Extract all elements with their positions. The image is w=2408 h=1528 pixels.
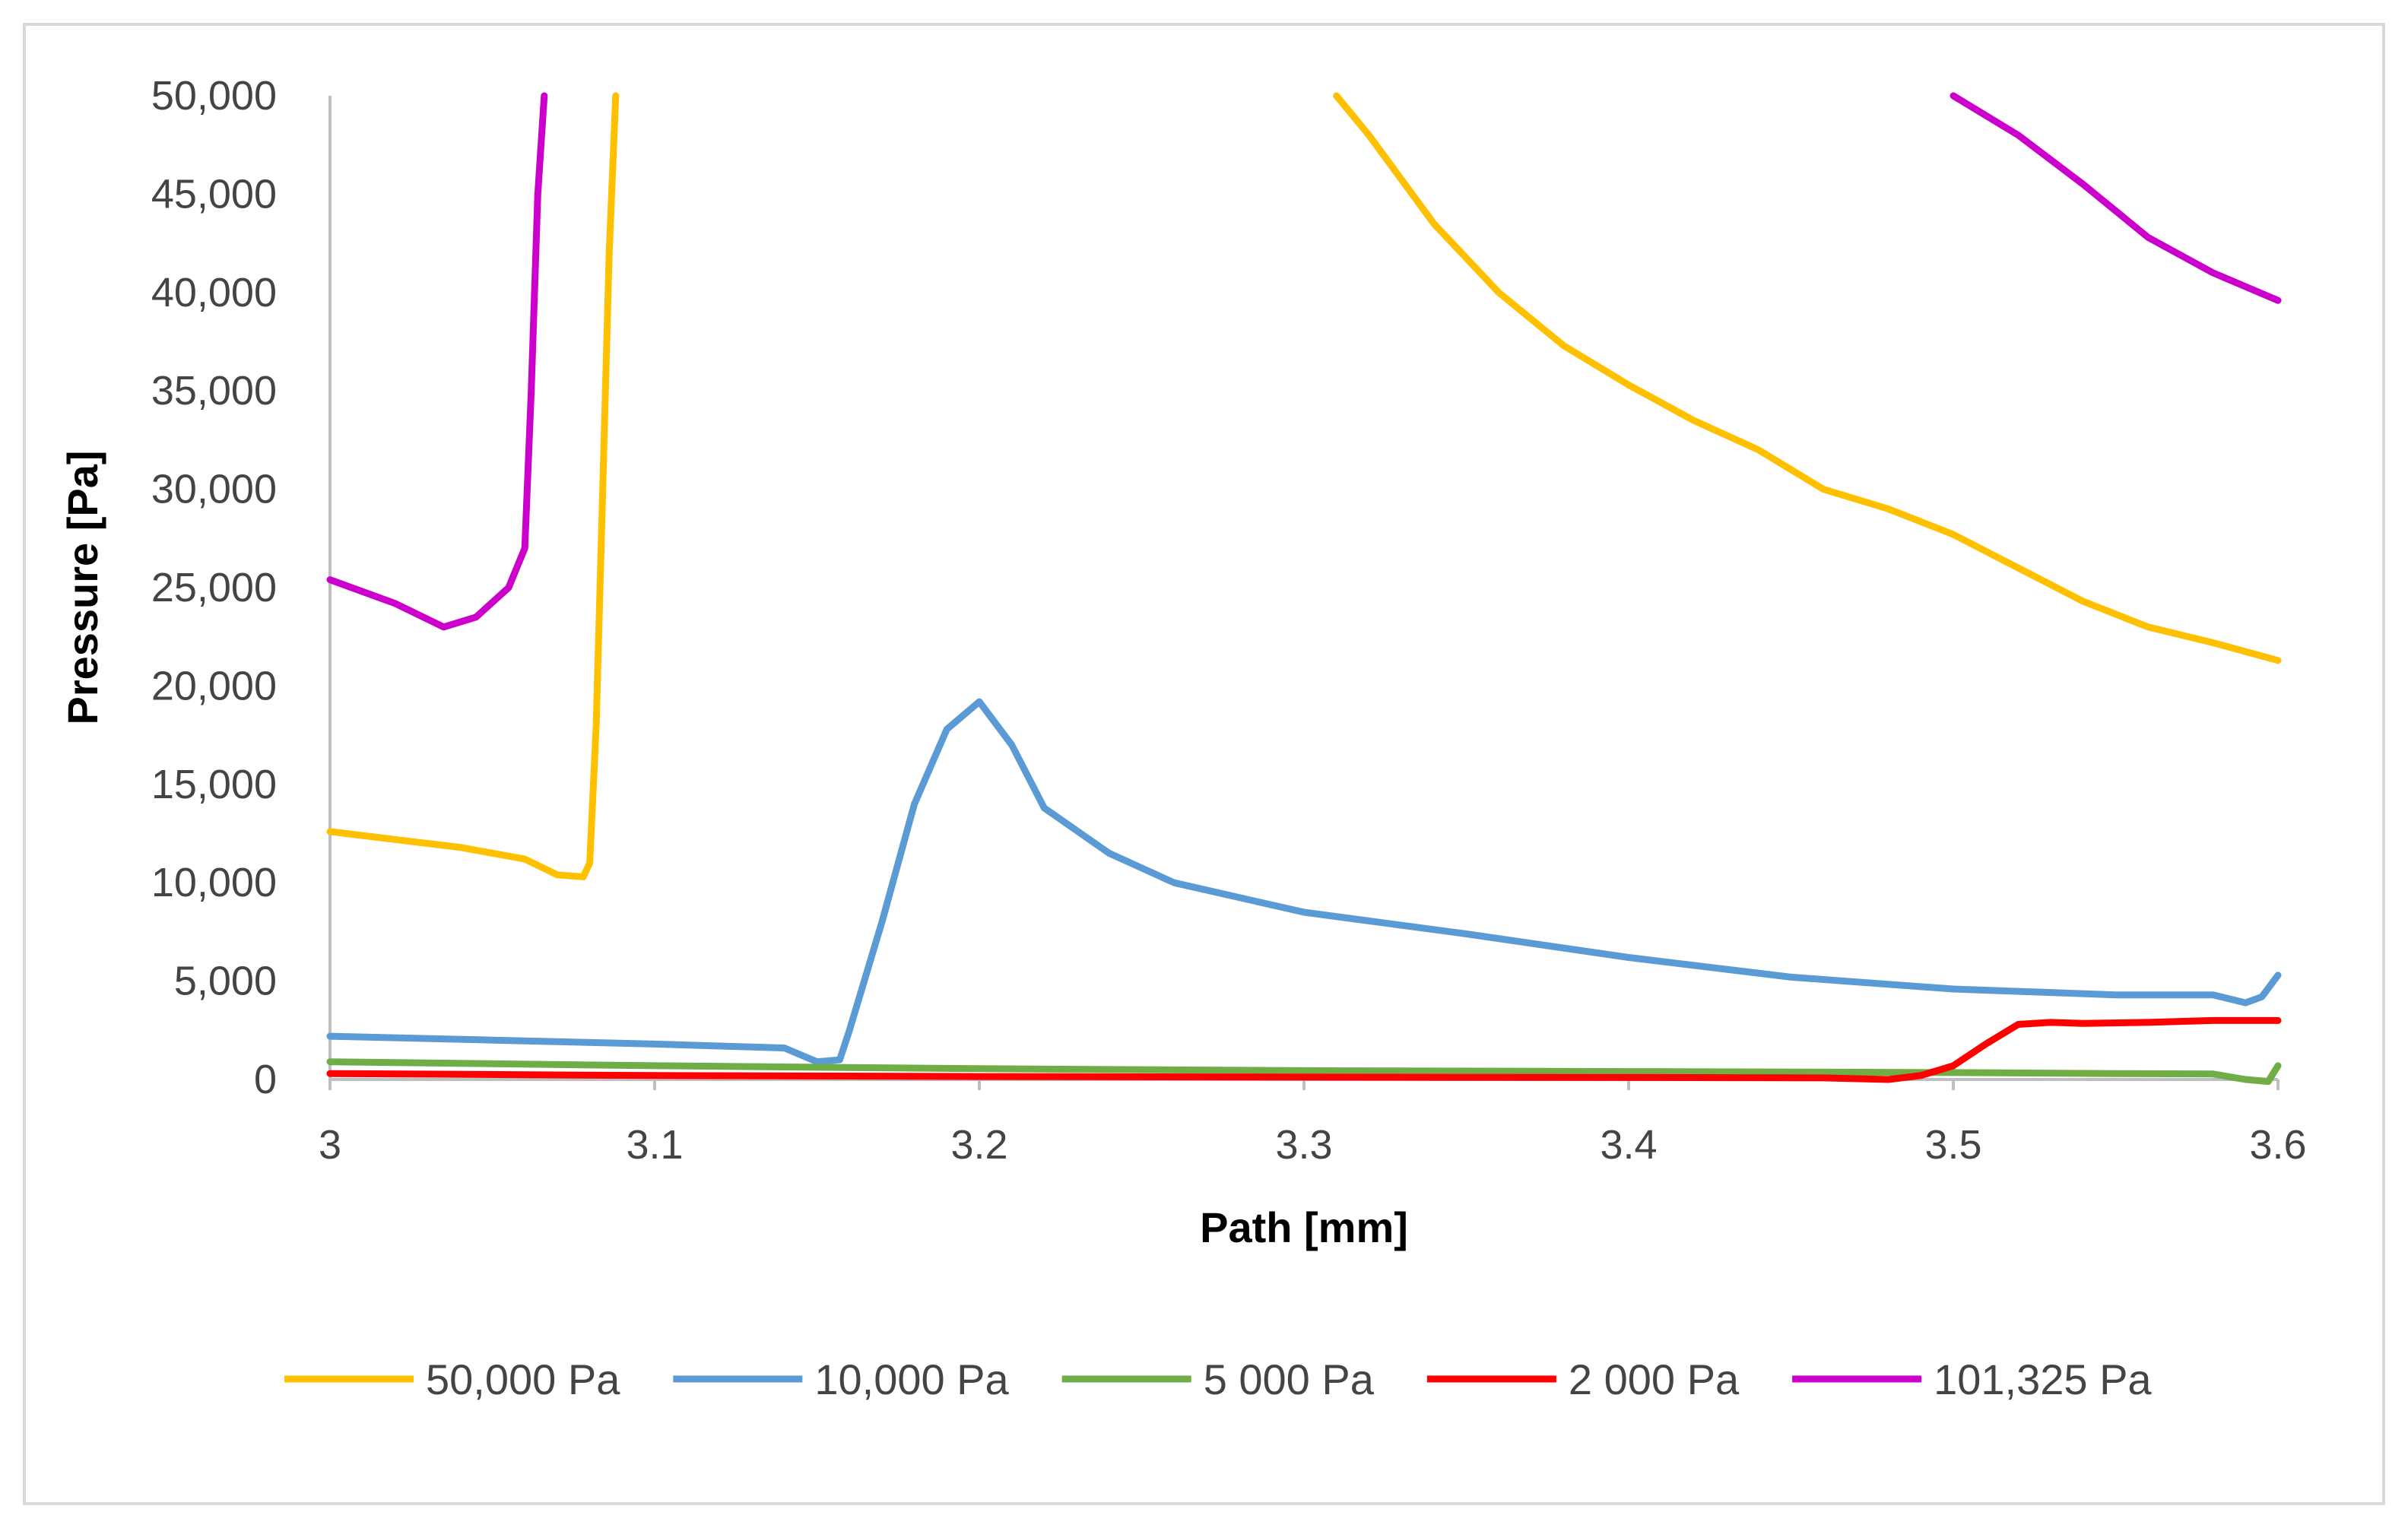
x-tick-label: 3.6 — [2249, 1122, 2306, 1168]
legend: 50,000 Pa 10,000 Pa 5 000 Pa 2 000 Pa 101,32… — [284, 1355, 2152, 1403]
x-tick-label: 3.4 — [1600, 1122, 1657, 1168]
legend-item: 2 000 Pa — [1426, 1355, 1740, 1403]
series-4 — [326, 92, 2282, 631]
x-tick-label: 3 — [319, 1122, 341, 1168]
x-axis-title: Path [mm] — [1200, 1203, 1408, 1251]
y-tick-label: 50,000 — [151, 73, 277, 119]
series-2 — [326, 1058, 2282, 1086]
series-line — [326, 92, 620, 880]
y-axis-title: Pressure [Pa] — [59, 450, 106, 724]
x-axis-ticks: 3 3.1 3.2 3.3 3.4 3.5 3.6 — [319, 1079, 2307, 1168]
series-line — [1950, 92, 2282, 304]
legend-label: 101,325 Pa — [1934, 1355, 2152, 1403]
y-tick-label: 20,000 — [151, 663, 277, 709]
x-tick-label: 3.3 — [1275, 1122, 1332, 1168]
y-tick-label: 5,000 — [174, 959, 277, 1004]
y-tick-label: 35,000 — [151, 368, 277, 414]
series-line — [1333, 92, 2282, 664]
x-tick-label: 3.5 — [1924, 1122, 1981, 1168]
x-tick-label: 3.1 — [626, 1122, 683, 1168]
series-line — [326, 1016, 2282, 1083]
y-tick-label: 0 — [254, 1057, 277, 1102]
legend-item: 10,000 Pa — [673, 1355, 1010, 1403]
legend-label: 50,000 Pa — [426, 1355, 620, 1403]
y-tick-label: 30,000 — [151, 467, 277, 512]
x-tick-label: 3.2 — [950, 1122, 1007, 1168]
legend-item: 101,325 Pa — [1792, 1355, 2152, 1403]
legend-item: 50,000 Pa — [284, 1355, 620, 1403]
legend-label: 5 000 Pa — [1204, 1355, 1375, 1403]
series-1 — [326, 698, 2282, 1066]
series-line — [326, 698, 2282, 1066]
legend-label: 2 000 Pa — [1569, 1355, 1740, 1403]
legend-item: 5 000 Pa — [1061, 1355, 1375, 1403]
y-tick-label: 15,000 — [151, 762, 277, 807]
y-tick-label: 45,000 — [151, 171, 277, 217]
series-line — [326, 1058, 2282, 1086]
y-axis-ticks: 0 5,000 10,000 15,000 20,000 25,000 30,000 35,0… — [151, 73, 277, 1102]
y-tick-label: 10,000 — [151, 860, 277, 905]
line-chart: 0 5,000 10,000 15,000 20,000 25,000 30,000 35,0… — [59, 73, 2307, 1403]
legend-label: 10,000 Pa — [814, 1355, 1009, 1403]
y-tick-label: 25,000 — [151, 565, 277, 610]
series-line — [326, 92, 548, 631]
chart-frame: 0 5,000 10,000 15,000 20,000 25,000 30,000 35,0… — [23, 23, 2385, 1505]
series-0 — [326, 92, 2282, 880]
series-layer — [326, 92, 2282, 1086]
series-3 — [326, 1016, 2282, 1083]
y-tick-label: 40,000 — [151, 270, 277, 315]
